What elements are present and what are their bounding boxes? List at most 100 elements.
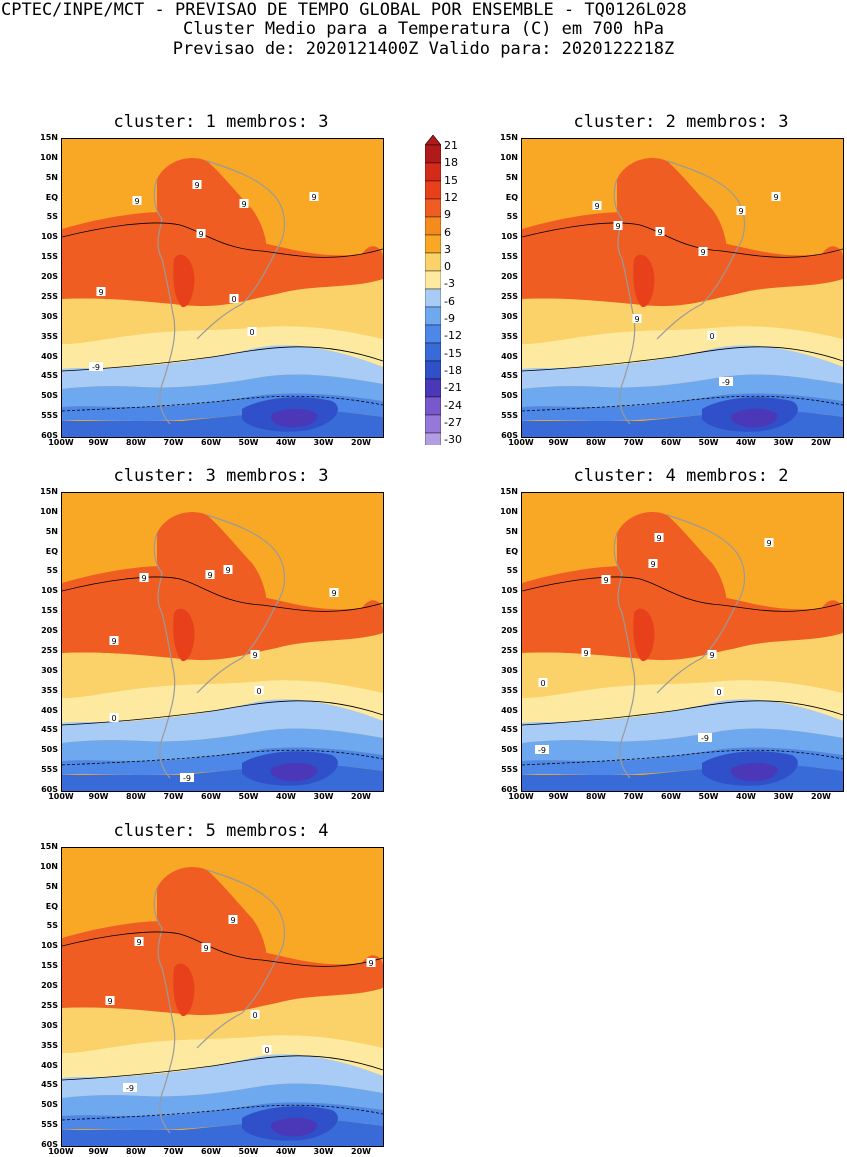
- contour-label: 0: [111, 714, 116, 723]
- lat-tick-label: 55S: [501, 411, 518, 421]
- contour-label: 0: [256, 687, 261, 696]
- contour-label: 9: [368, 959, 373, 968]
- lon-tick-label: 70W: [163, 1147, 184, 1156]
- lon-tick-label: 60W: [661, 438, 681, 447]
- lon-tick-label: 100W: [48, 1147, 74, 1156]
- lon-tick-label: 100W: [48, 792, 74, 801]
- lat-tick-label: 15S: [41, 961, 58, 971]
- lon-tick-label: 90W: [548, 438, 569, 447]
- contour-label: 9: [311, 193, 316, 202]
- lat-tick-label: 35S: [501, 331, 518, 341]
- colorbar-level-label: 0: [444, 260, 451, 274]
- lat-tick-label: 5S: [46, 212, 58, 222]
- contour-label: 0: [709, 332, 714, 341]
- coastline: [153, 514, 286, 779]
- contour-label: 9: [603, 576, 608, 585]
- cluster-map: 9 9 9 9 9 0 0 -9: [61, 847, 384, 1147]
- cold-core-deep: [730, 762, 778, 782]
- lat-tick-label: 35S: [41, 1040, 58, 1050]
- lat-tick-label: 20S: [41, 626, 58, 636]
- band-n0: [522, 345, 843, 389]
- lat-tick-label: 35S: [41, 685, 58, 695]
- colorbar-swatch: [424, 144, 442, 164]
- contour-label: 9: [657, 228, 662, 237]
- coastline: [613, 160, 746, 425]
- lon-tick-label: 30W: [773, 438, 794, 447]
- contour-0: [62, 346, 383, 372]
- contour-label: 9: [203, 944, 208, 953]
- lat-tick-label: 5N: [45, 526, 58, 536]
- contour-minus-9: [62, 1104, 383, 1121]
- lat-tick-label: 60S: [41, 431, 58, 440]
- lat-tick-label: 25S: [41, 645, 58, 655]
- contour-label: -9: [126, 1084, 134, 1093]
- lon-tick-label: 70W: [623, 792, 644, 801]
- colorbar-swatch: [424, 378, 442, 398]
- lon-tick-label: 80W: [586, 438, 606, 447]
- temperature-field: 9 9 9 9 9 9 0 0 -9 -9: [522, 493, 843, 791]
- colorbar-swatch: [424, 324, 442, 344]
- lat-tick-label: 5N: [45, 172, 58, 182]
- hot-spot: [633, 608, 655, 662]
- contour-label-bg: [205, 570, 215, 579]
- lon-tick-label: 90W: [88, 1147, 109, 1156]
- cluster-map: 9 9 9 9 9 9 0 0 -9: [61, 138, 384, 438]
- lat-tick-label: 15S: [41, 252, 58, 262]
- lat-tick-label: 25S: [501, 645, 518, 655]
- lat-tick-label: 5S: [46, 566, 58, 576]
- lon-tick-label: 90W: [548, 792, 569, 801]
- lat-tick-label: 30S: [41, 665, 58, 675]
- lat-tick-label: 45S: [501, 725, 518, 735]
- contour-label-bg: [196, 229, 206, 238]
- lat-tick-label: 5N: [505, 526, 518, 536]
- band-6: [522, 279, 843, 344]
- band-6: [62, 988, 383, 1053]
- lat-tick-label: EQ: [45, 192, 58, 202]
- contour-label-bg: [592, 201, 602, 210]
- lon-tick-label: 100W: [48, 438, 74, 447]
- lat-tick-label: 5S: [506, 566, 518, 576]
- lat-tick-label: 10N: [40, 506, 58, 516]
- lon-tick-label: 100W: [508, 792, 534, 801]
- lon-tick-label: 90W: [88, 792, 109, 801]
- band-3: [62, 1035, 383, 1078]
- contour-label-bg: [139, 573, 149, 582]
- lon-tick-label: 70W: [163, 792, 184, 801]
- colorbar-level-label: -27: [444, 415, 462, 429]
- lon-tick-label: 40W: [736, 438, 756, 447]
- lon-tick-label: 30W: [773, 792, 794, 801]
- contour-minus-9: [522, 749, 843, 766]
- contour-minus-9: [522, 395, 843, 412]
- lat-tick-label: 50S: [41, 391, 58, 401]
- contour-label: -9: [183, 774, 191, 783]
- colorbar-level-label: -30: [444, 433, 462, 447]
- lat-tick-label: 30S: [41, 1020, 58, 1030]
- lon-tick-label: 40W: [276, 438, 296, 447]
- contour-minus-9: [62, 749, 383, 766]
- colorbar-level-label: 3: [444, 242, 451, 256]
- contour-label: -9: [538, 746, 546, 755]
- lon-tick-label: 60W: [201, 792, 221, 801]
- contour-label-bg: [123, 1083, 137, 1092]
- panel-title: cluster: 5 membros: 4: [113, 821, 329, 841]
- colorbar-swatch: [424, 162, 442, 182]
- lat-tick-label: 10N: [500, 506, 518, 516]
- contour-label: 9: [230, 916, 235, 925]
- contour-label-bg: [714, 687, 724, 696]
- header-line-3: Previsao de: 2020121400Z Valido para: 20…: [172, 39, 675, 59]
- lat-tick-label: 50S: [41, 1100, 58, 1110]
- contour-label: 0: [264, 1046, 269, 1055]
- band-n0: [62, 699, 383, 743]
- colorbar-level-label: 21: [444, 139, 458, 152]
- contour-label: 9: [650, 560, 655, 569]
- panel-title: cluster: 4 membros: 2: [573, 466, 789, 486]
- lat-tick-label: 35S: [501, 685, 518, 695]
- contour-label: 0: [249, 328, 254, 337]
- contour-label-bg: [329, 588, 339, 597]
- contour-label: 9: [594, 202, 599, 211]
- colorbar-swatch: [424, 180, 442, 200]
- lat-tick-label: 15S: [41, 606, 58, 616]
- contour-label-bg: [105, 996, 115, 1005]
- band-3: [62, 680, 383, 723]
- lon-tick-label: 30W: [313, 1147, 334, 1156]
